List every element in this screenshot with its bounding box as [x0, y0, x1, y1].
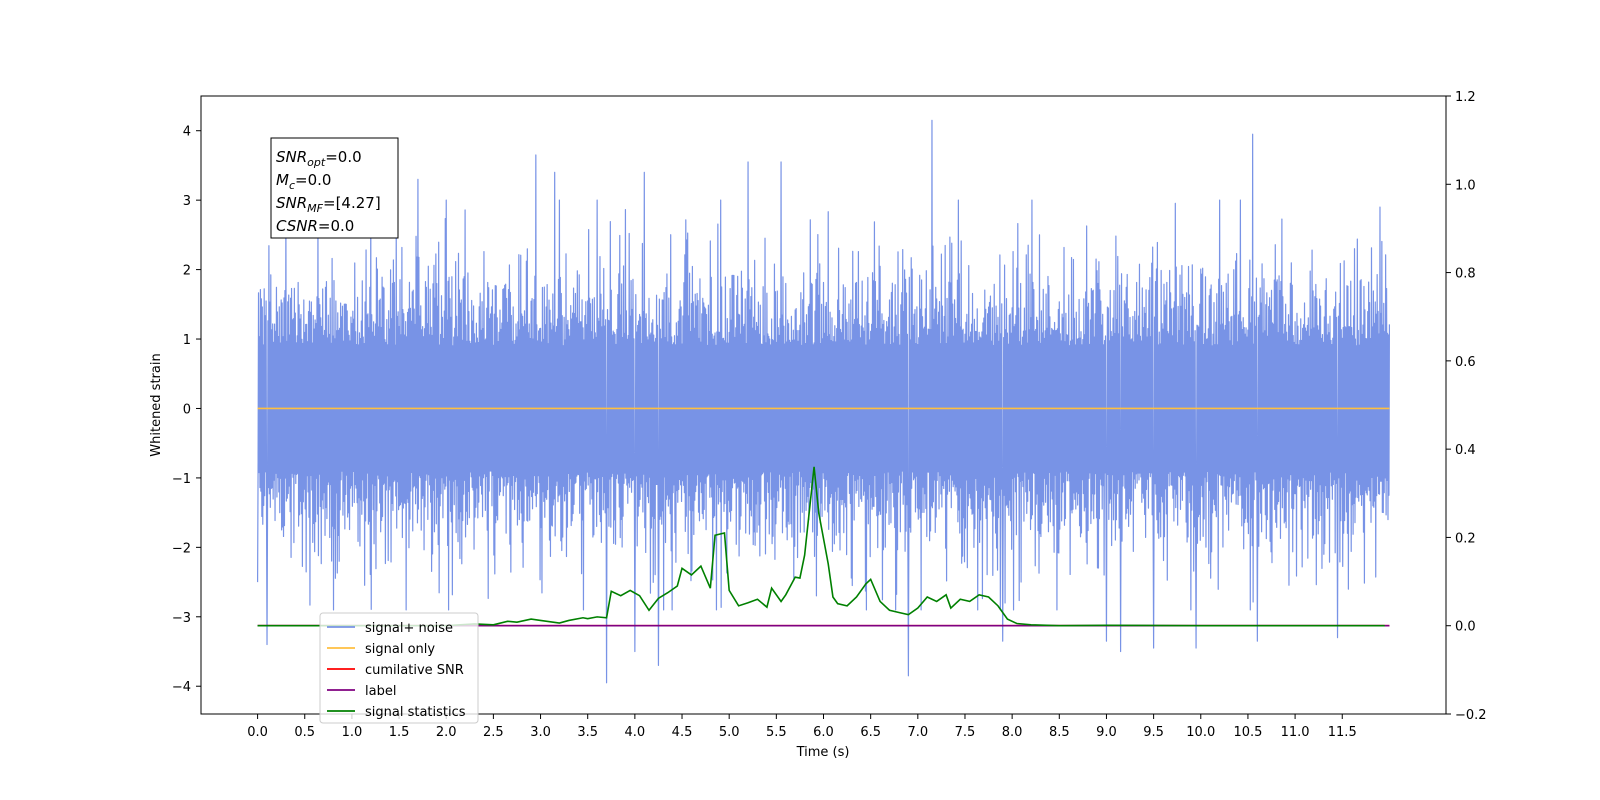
y-axis-right: −0.2 0.0 0.2 0.4 0.6 0.8 1.0 1.2: [1446, 90, 1487, 723]
x-tick-label: 4.0: [625, 725, 646, 740]
info-value: =[4.27]: [323, 194, 381, 212]
x-tick-label: 11.0: [1281, 725, 1310, 740]
x-tick-label: 7.0: [907, 725, 928, 740]
series-signal-noise-line: [256, 119, 1391, 684]
info-symbol: CSNR: [276, 217, 318, 235]
x-tick-label: 10.0: [1186, 725, 1215, 740]
y-right-tick-label: 0.0: [1455, 620, 1476, 635]
y-right-tick-label: 0.2: [1455, 531, 1476, 546]
x-tick-label: 11.5: [1328, 725, 1357, 740]
info-box-frame: [270, 137, 399, 239]
x-axis: 0.0 0.5 1.0 1.5 2.0 2.5 3.0 3.5 4.0 4.5 5.0 5.5 6.0 6…: [247, 714, 1357, 740]
x-tick-label: 8.0: [1002, 725, 1023, 740]
info-subscript: opt: [307, 156, 326, 169]
y-axis-label: Whitened strain: [149, 353, 164, 456]
info-subscript: c: [289, 179, 295, 192]
x-tick-label: 9.5: [1143, 725, 1164, 740]
info-line: SNRopt=0.0: [276, 148, 362, 169]
y-left-tick-label: 1: [183, 333, 191, 348]
info-line: Mc=0.0: [276, 171, 331, 192]
legend-label: cumilative SNR: [365, 663, 464, 678]
info-line: CSNR=0.0: [276, 217, 354, 235]
y-left-tick-label: 4: [183, 125, 191, 140]
legend-frame: [319, 612, 479, 724]
y-right-tick-label: 1.2: [1455, 90, 1476, 105]
x-tick-label: 1.5: [389, 725, 410, 740]
y-left-tick-label: −4: [172, 680, 191, 695]
x-tick-label: 7.5: [955, 725, 976, 740]
info-symbol: SNR: [276, 148, 307, 166]
x-tick-label: 0.5: [294, 725, 315, 740]
x-tick-label: 2.0: [436, 725, 457, 740]
y-left-tick-label: −2: [172, 541, 191, 556]
x-tick-label: 9.0: [1096, 725, 1117, 740]
x-tick-label: 2.5: [483, 725, 504, 740]
y-right-tick-label: −0.2: [1455, 708, 1487, 723]
info-value: =0.0: [325, 148, 361, 166]
y-right-tick-label: 0.8: [1455, 267, 1476, 282]
legend-label: signal only: [365, 642, 435, 657]
info-symbol: SNR: [276, 194, 307, 212]
series-signal-statistics-line: [257, 466, 1385, 627]
x-tick-label: 3.0: [530, 725, 551, 740]
y-left-tick-label: 3: [183, 194, 191, 209]
info-value: =0.0: [295, 171, 331, 189]
legend-label: signal+ noise: [365, 621, 453, 636]
legend: signal+ noise signal only cumilative SNR la…: [319, 612, 479, 724]
y-right-tick-label: 0.4: [1455, 443, 1476, 458]
y-right-tick-label: 1.0: [1455, 178, 1476, 193]
x-axis-label: Time (s): [796, 745, 850, 760]
x-tick-label: 8.5: [1049, 725, 1070, 740]
y-left-tick-label: −3: [172, 611, 191, 626]
x-tick-label: 0.0: [247, 725, 268, 740]
x-tick-label: 4.5: [672, 725, 693, 740]
x-tick-label: 5.5: [766, 725, 787, 740]
x-tick-label: 10.5: [1233, 725, 1262, 740]
info-subscript: MF: [307, 202, 323, 215]
y-axis-left: −4 −3 −2 −1 0 1 2 3 4: [172, 125, 201, 695]
legend-label: label: [365, 684, 396, 699]
legend-label: signal statistics: [365, 705, 466, 720]
x-tick-label: 6.0: [813, 725, 834, 740]
info-symbol: M: [276, 171, 289, 189]
info-line: SNRMF=[4.27]: [276, 194, 381, 215]
x-tick-label: 5.0: [719, 725, 740, 740]
y-left-tick-label: 0: [183, 402, 191, 417]
x-tick-label: 6.5: [860, 725, 881, 740]
x-tick-label: 1.0: [342, 725, 363, 740]
y-left-tick-label: 2: [183, 264, 191, 279]
y-right-tick-label: 0.6: [1455, 355, 1476, 370]
x-tick-label: 3.5: [577, 725, 598, 740]
y-left-tick-label: −1: [172, 472, 191, 487]
info-value: =0.0: [318, 217, 354, 235]
